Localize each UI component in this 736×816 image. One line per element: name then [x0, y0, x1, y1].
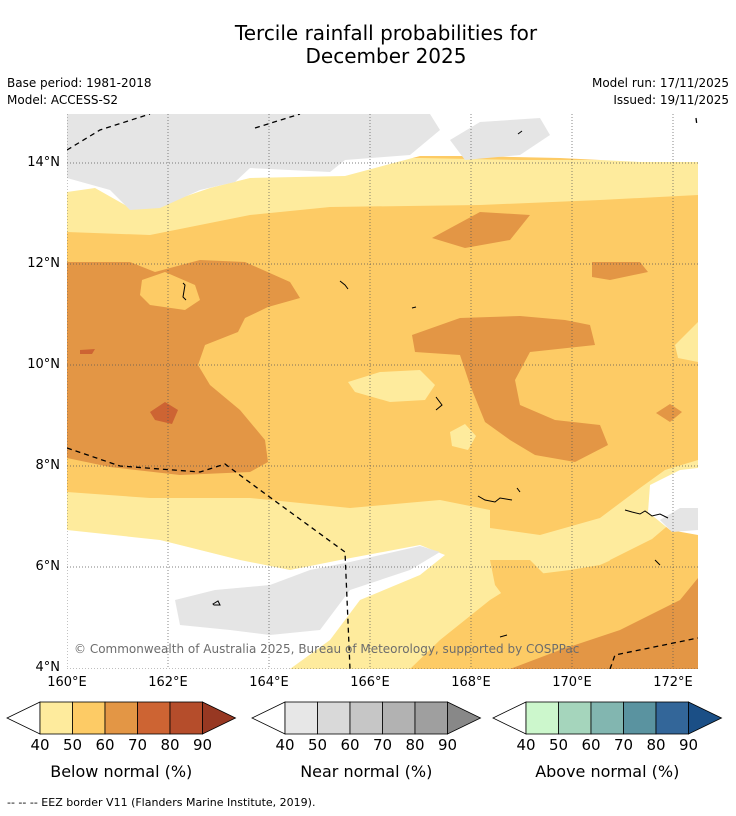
colorbar-segment [558, 701, 592, 735]
colorbar-segment [169, 701, 203, 735]
colorbar-tick: 50 [548, 736, 569, 754]
colorbar-tick: 90 [192, 736, 213, 754]
colorbar-segment [317, 701, 351, 735]
below-40-50-east [675, 322, 698, 362]
title-line-2: December 2025 [305, 44, 467, 68]
colorbar-arrow-low [6, 701, 41, 735]
lon-tick-160: 160°E [47, 675, 87, 690]
colorbar-tick: 90 [678, 736, 699, 754]
near-normal-south [175, 546, 440, 635]
lon-tick-164: 164°E [249, 675, 289, 690]
below-60-70-small-patch [656, 404, 682, 422]
colorbar-segment [590, 701, 624, 735]
near-normal-north-east [450, 118, 550, 160]
colorbar-segment [414, 701, 448, 735]
colorbar-tick: 80 [646, 736, 666, 754]
colorbar-segment [284, 701, 318, 735]
model-run: Model run: 17/11/2025 [591, 76, 729, 90]
colorbar-arrow-low [251, 701, 286, 735]
colorbar-segment [382, 701, 416, 735]
below-60-70-west [67, 260, 300, 475]
colorbar-segment [104, 701, 138, 735]
lon-tick-172: 172°E [653, 675, 693, 690]
colorbar-title: Below normal (%) [50, 762, 193, 781]
issued-date: Issued: 19/11/2025 [613, 93, 729, 107]
below-60-70-central [412, 316, 608, 462]
lon-tick-170: 170°E [552, 675, 592, 690]
colorbar-title: Near normal (%) [300, 762, 433, 781]
colorbar-tick: 50 [307, 736, 328, 754]
colorbar-segment [39, 701, 73, 735]
lat-tick-14: 14°N [27, 155, 60, 170]
below-70-80-patch [150, 402, 178, 424]
lon-tick-162: 162°E [148, 675, 188, 690]
colorbar-tick: 70 [127, 736, 148, 754]
title-line-1: Tercile rainfall probabilities for [234, 21, 538, 45]
lat-tick-10: 10°N [27, 357, 60, 372]
colorbar-tick: 70 [372, 736, 393, 754]
colorbar-tick: 60 [340, 736, 360, 754]
colorbar-arrow-high [447, 701, 482, 735]
colorbars [6, 701, 723, 735]
colorbar-tick: 60 [95, 736, 115, 754]
lon-tick-168: 168°E [451, 675, 491, 690]
lat-tick-4: 4°N [35, 660, 61, 675]
below-70-80-tiny [80, 349, 95, 354]
colorbar-segment [525, 701, 559, 735]
eez-border [67, 114, 698, 669]
below-60-70-south-east [510, 578, 698, 669]
graticule [67, 114, 698, 669]
near-normal-north [67, 114, 440, 210]
colorbar-tick: 50 [62, 736, 83, 754]
near-normal-east [660, 508, 698, 532]
below-50-60-west-hole [140, 272, 200, 310]
map-field [67, 114, 698, 669]
colorbar-tick: 90 [437, 736, 458, 754]
model-name: Model: ACCESS-S2 [7, 93, 119, 107]
base-period: Base period: 1981-2018 [7, 76, 152, 90]
colorbar-segment [655, 701, 689, 735]
colorbar-tick: 80 [160, 736, 180, 754]
lon-tick-166: 166°E [350, 675, 390, 690]
colorbar-segment [349, 701, 383, 735]
islands [182, 130, 669, 638]
map-title: Tercile rainfall probabilities for Decem… [0, 22, 736, 68]
lat-tick-8: 8°N [35, 458, 61, 473]
colorbar-segment [137, 701, 171, 735]
colorbar-tick: 40 [516, 736, 536, 754]
colorbar-tick: 40 [275, 736, 295, 754]
below-40-50-small [450, 424, 476, 450]
colorbar-arrow-high [202, 701, 237, 735]
colorbar-arrow-high [688, 701, 723, 735]
lat-tick-12: 12°N [27, 256, 60, 271]
colorbar-tick: 40 [30, 736, 50, 754]
meta-right: Model run: 17/11/2025 Issued: 19/11/2025 [592, 75, 729, 109]
below-60-70-north-patch [432, 212, 530, 248]
lat-tick-6: 6°N [35, 559, 61, 574]
below-60-70-east-patch [592, 262, 648, 280]
colorbar-segment [623, 701, 657, 735]
colorbar-arrow-low [492, 701, 527, 735]
colorbar-segment [72, 701, 106, 735]
colorbar-title: Above normal (%) [535, 762, 680, 781]
colorbar-tick: 60 [581, 736, 601, 754]
colorbar-tick: 80 [405, 736, 425, 754]
meta-left: Base period: 1981-2018 Model: ACCESS-S2 [7, 75, 152, 109]
eez-footnote: -- -- -- EEZ border V11 (Flanders Marine… [7, 796, 316, 809]
copyright-text: © Commonwealth of Australia 2025, Bureau… [74, 642, 579, 656]
colorbar-tick: 70 [613, 736, 634, 754]
